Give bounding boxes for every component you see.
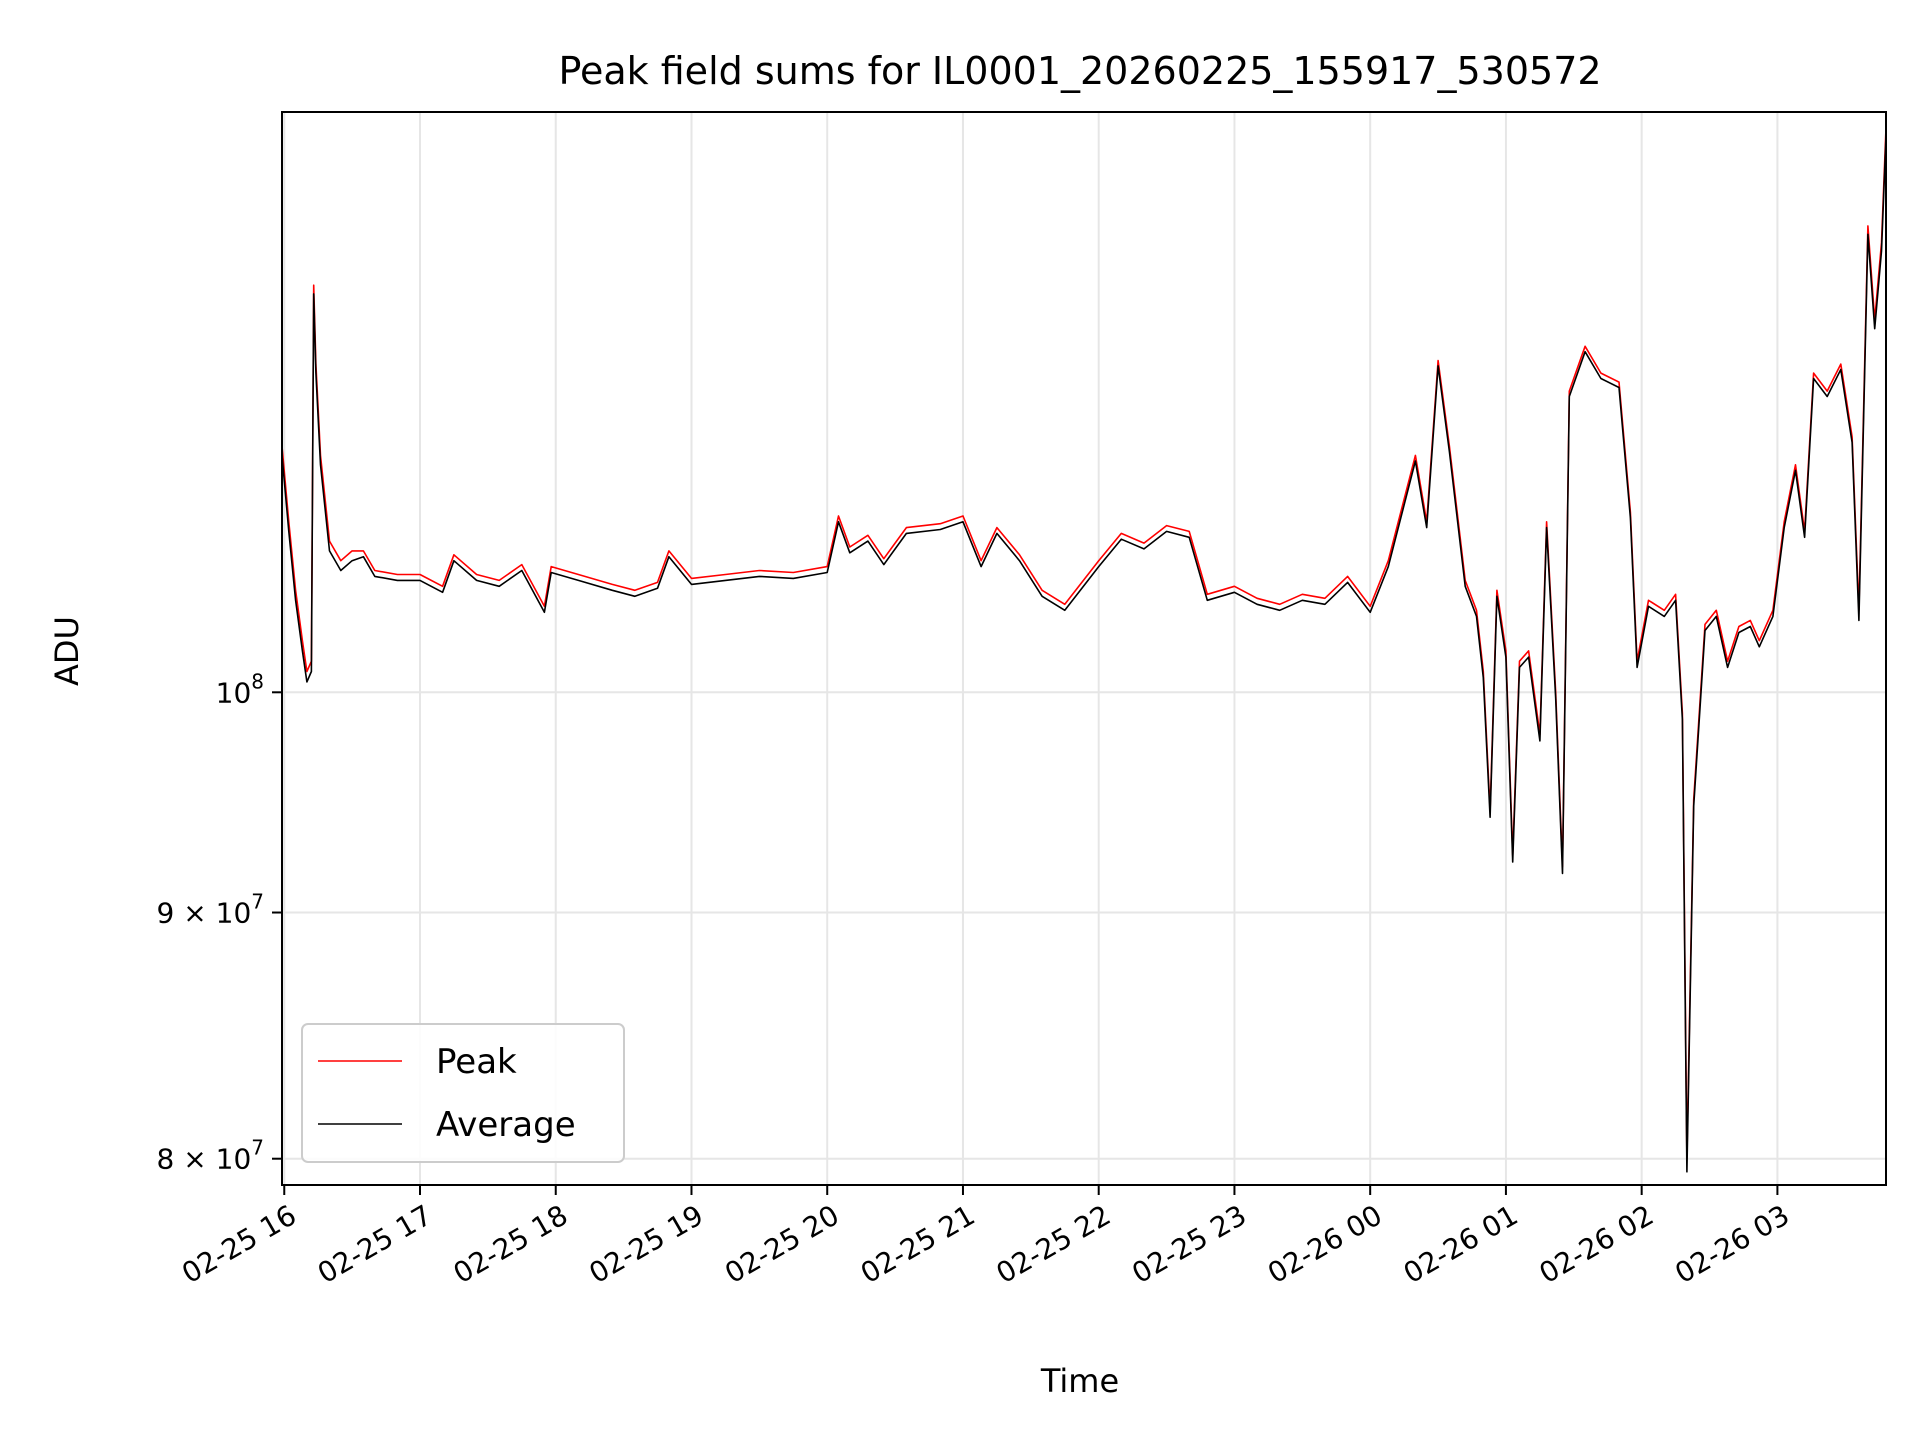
y-tick-times-sign: × 10 <box>174 897 251 930</box>
legend-label-peak: Peak <box>436 1042 517 1082</box>
legend-box <box>301 1023 625 1163</box>
plot-frame <box>281 111 1887 1186</box>
legend-label-average: Average <box>436 1105 576 1145</box>
legend: Peak Average <box>301 1023 625 1163</box>
y-tick-label: 9 × 107 <box>157 890 264 930</box>
series-line-peak <box>281 127 1887 1160</box>
y-tick-exponent: 7 <box>251 1136 264 1160</box>
y-tick-label: 108 <box>216 669 264 709</box>
y-axis-label: ADU <box>48 616 86 686</box>
y-tick-label: 8 × 107 <box>157 1136 264 1176</box>
chart-title: Peak field sums for IL0001_20260225_1559… <box>558 49 1601 93</box>
y-tick-mantissa: 8 <box>157 1143 175 1176</box>
y-tick-base: 10 <box>216 676 252 709</box>
y-tick-exponent: 7 <box>251 890 264 914</box>
x-axis-label: Time <box>1040 1362 1119 1400</box>
y-tick-mantissa: 9 <box>157 897 175 930</box>
series-line-average <box>281 135 1887 1173</box>
y-tick-exponent: 8 <box>251 669 264 693</box>
y-tick-times-sign: × 10 <box>174 1143 251 1176</box>
series-layer <box>281 127 1887 1173</box>
